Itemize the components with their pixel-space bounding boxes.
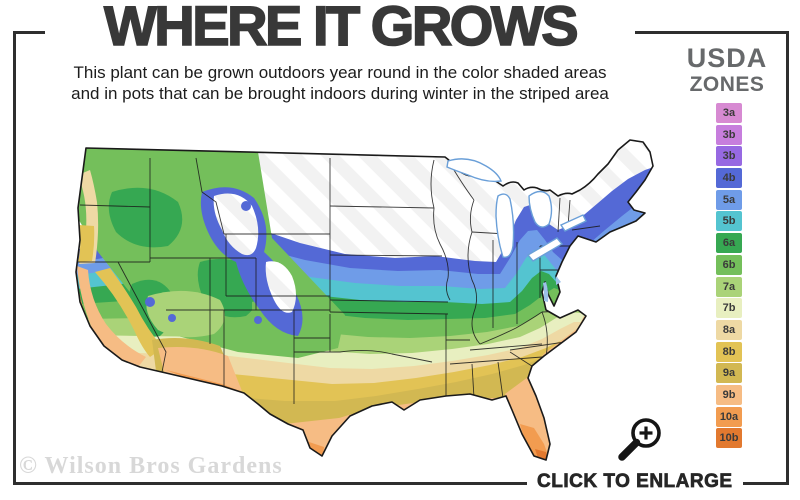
california-valley-gold bbox=[95, 268, 163, 357]
great-lakes bbox=[446, 158, 587, 302]
west-dark-green-patch bbox=[108, 187, 183, 248]
lake-ontario bbox=[559, 214, 587, 232]
subtitle: This plant can be grown outdoors year ro… bbox=[45, 62, 635, 104]
lake-erie bbox=[526, 237, 564, 262]
zone-swatch-10a: 10a bbox=[716, 406, 742, 427]
mountain-blue-dab bbox=[241, 201, 251, 211]
page-title: WHERE IT GROWS bbox=[45, 0, 635, 58]
mountain-blue-dab bbox=[168, 314, 176, 322]
zone-swatch-4b: 4b bbox=[716, 168, 742, 189]
zone-swatch-10b: 10b bbox=[716, 428, 742, 449]
usda-heading-line-1: USDA bbox=[686, 43, 768, 73]
zone-swatch-8b: 8b bbox=[716, 341, 742, 362]
zone-swatch-5b: 5b bbox=[716, 211, 742, 232]
lake-superior bbox=[446, 158, 502, 183]
adirondack-white-patch bbox=[550, 190, 583, 220]
magnifier-handle bbox=[618, 438, 641, 461]
south-texas-salmon bbox=[284, 417, 348, 458]
chesapeake-bay bbox=[543, 282, 549, 302]
zone-swatch-9a: 9a bbox=[716, 363, 742, 384]
zone-swatch-3a: 3a bbox=[716, 103, 742, 123]
delaware-bay bbox=[556, 276, 561, 285]
plus-icon bbox=[639, 426, 653, 440]
great-basin-patch bbox=[146, 290, 225, 338]
colorado-white-patch bbox=[265, 261, 296, 313]
zone-swatch-3b: 3b bbox=[716, 146, 742, 167]
usda-heading-line-2: ZONES bbox=[689, 73, 765, 96]
lake-huron bbox=[528, 190, 553, 228]
subtitle-line-2: and in pots that can be brought indoors … bbox=[71, 84, 609, 103]
magnifier-zoom-icon[interactable] bbox=[612, 411, 666, 465]
subtitle-line-1: This plant can be grown outdoors year ro… bbox=[73, 63, 607, 82]
click-to-enlarge-label[interactable]: CLICK TO ENLARGE bbox=[527, 468, 743, 496]
zone-swatch-3b: 3b bbox=[716, 124, 742, 145]
zone-swatch-7b: 7b bbox=[716, 298, 742, 319]
lake-michigan bbox=[495, 193, 515, 258]
zone-swatch-8a: 8a bbox=[716, 319, 742, 340]
watermark: © Wilson Bros Gardens bbox=[19, 453, 283, 479]
zone-swatch-9b: 9b bbox=[716, 384, 742, 405]
zone-swatch-6b: 6b bbox=[716, 254, 742, 275]
arizona-salmon bbox=[158, 347, 242, 391]
usda-zones-heading: USDA ZONES bbox=[682, 43, 772, 97]
zone-legend-list: 3a 3b 3b 4b 5a 5b 6a 6b 7a 7b 8a 8b 9a 9b 10a 10b bbox=[716, 103, 742, 450]
zone-swatch-7a: 7a bbox=[716, 276, 742, 297]
zone-swatch-6a: 6a bbox=[716, 233, 742, 254]
zone-swatch-5a: 5a bbox=[716, 189, 742, 210]
mountain-blue-dab bbox=[254, 316, 262, 324]
mountain-blue-dab bbox=[145, 297, 155, 307]
california-coast-salmon bbox=[77, 266, 146, 367]
oregon-coast-gold bbox=[78, 225, 95, 262]
